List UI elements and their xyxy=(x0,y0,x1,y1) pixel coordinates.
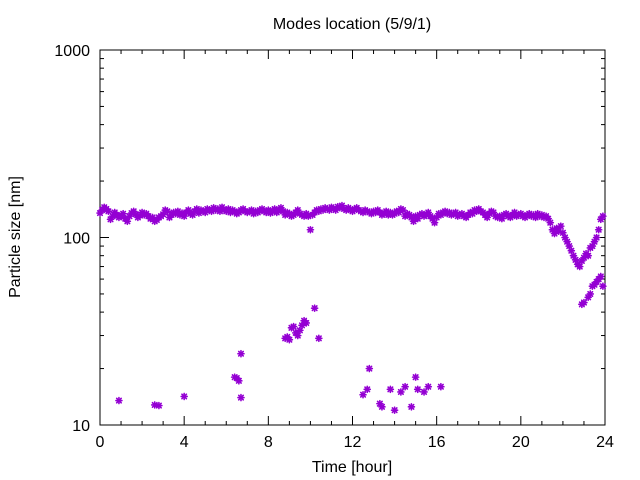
data-point xyxy=(115,396,123,405)
data-point xyxy=(306,225,315,234)
x-tick-labels: 0 4 8 12 16 20 24 xyxy=(96,434,614,451)
axis-ticks xyxy=(99,49,606,426)
data-point xyxy=(390,406,399,414)
x-tick-label: 12 xyxy=(344,434,362,451)
data-point xyxy=(378,403,386,411)
data-point xyxy=(397,388,405,396)
data-point xyxy=(123,217,132,226)
data-point xyxy=(584,251,592,260)
data-point xyxy=(359,390,367,399)
data-point xyxy=(104,207,113,216)
data-point xyxy=(237,393,245,402)
data-point xyxy=(546,218,555,227)
data-point xyxy=(599,282,607,290)
data-point xyxy=(235,377,243,385)
data-point xyxy=(599,212,607,220)
data-point xyxy=(315,334,323,343)
data-point xyxy=(386,385,395,394)
data-point xyxy=(575,262,584,271)
data-point xyxy=(437,382,445,391)
data-point xyxy=(285,335,294,344)
data-point xyxy=(293,331,302,340)
data-point xyxy=(237,349,245,358)
y-tick-labels: 10 100 1000 xyxy=(54,43,90,435)
data-point xyxy=(557,222,565,230)
data-point xyxy=(365,364,374,373)
data-point xyxy=(580,298,588,307)
data-point xyxy=(424,382,433,391)
x-tick-label: 0 xyxy=(96,434,105,451)
data-point xyxy=(407,403,416,411)
y-tick-label: 100 xyxy=(63,231,90,248)
data-point xyxy=(592,233,601,242)
data-point xyxy=(596,272,605,281)
plot-area-frame xyxy=(99,49,606,426)
data-point xyxy=(310,304,319,312)
data-point xyxy=(289,322,298,331)
data-point xyxy=(302,319,311,327)
data-point xyxy=(420,388,428,396)
y-tick-label: 10 xyxy=(72,418,90,435)
x-axis-label: Time [hour] xyxy=(312,459,392,476)
data-point xyxy=(363,385,372,394)
chart-title: Modes location (5/9/1) xyxy=(273,16,431,33)
x-tick-label: 24 xyxy=(596,434,614,451)
x-tick-label: 16 xyxy=(428,434,446,451)
data-points xyxy=(96,201,607,414)
data-point xyxy=(155,401,163,410)
data-point xyxy=(413,385,422,394)
data-point xyxy=(180,392,188,401)
data-point xyxy=(430,218,439,227)
y-axis-label: Particle size [nm] xyxy=(7,176,24,298)
data-point xyxy=(401,382,409,391)
y-tick-label: 1000 xyxy=(54,43,90,60)
data-point xyxy=(586,290,595,298)
x-tick-label: 4 xyxy=(180,434,189,451)
x-tick-label: 20 xyxy=(512,434,530,451)
x-tick-label: 8 xyxy=(264,434,273,451)
data-point xyxy=(594,225,603,234)
data-point xyxy=(411,373,420,381)
